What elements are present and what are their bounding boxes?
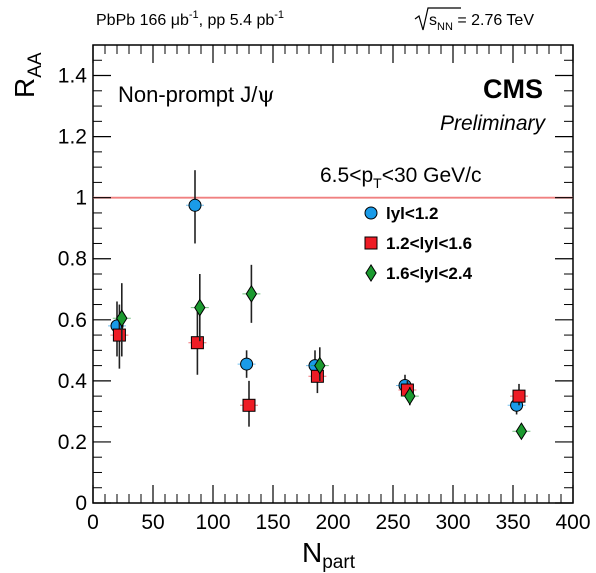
marker-diamond <box>116 309 128 328</box>
x-tick-label: 200 <box>315 511 350 534</box>
experiment-label: CMS <box>483 74 543 104</box>
data-point <box>190 274 209 342</box>
marker-diamond <box>515 422 528 441</box>
data-point <box>400 386 419 406</box>
tick-labels: 0 50 100 150 200 250 300 350 400 0 0.2 0.4 0.6 0.8 1 1.… <box>58 65 591 534</box>
marker-square <box>242 398 256 412</box>
data-point <box>510 383 528 406</box>
legend-entry: 1.2<lyl<1.6 <box>364 234 472 253</box>
y-tick-label: 1.2 <box>58 126 87 149</box>
annotation-title: Non-prompt J/ψ <box>118 82 275 108</box>
legend: lyl<1.2 1.2<lyl<1.6 1.6<lyl<2.4 <box>364 204 473 283</box>
data-point <box>188 310 207 375</box>
data-point <box>310 347 329 381</box>
data-point <box>237 350 256 378</box>
y-axis-title: RAA <box>9 52 46 98</box>
x-tick-label: 400 <box>555 511 590 534</box>
legend-marker <box>365 263 377 283</box>
marker-square <box>112 328 126 342</box>
y-tick-label: 1 <box>75 187 87 210</box>
x-tick-label: 100 <box>195 511 230 534</box>
svg-text:sNN = 2.76 TeV: sNN = 2.76 TeV <box>429 12 534 33</box>
marker-diamond <box>314 356 326 375</box>
y-tick-label: 0 <box>75 492 87 515</box>
data-point <box>112 283 131 357</box>
legend-entry: 1.6<lyl<2.4 <box>365 263 473 283</box>
data-point <box>186 170 204 244</box>
marker-circle <box>240 357 254 371</box>
y-tick-label: 0.6 <box>58 309 87 332</box>
header-energy: sNN = 2.76 TeV <box>414 7 534 33</box>
data-point <box>512 422 531 441</box>
data-point <box>242 264 261 323</box>
x-tick-label: 300 <box>435 511 470 534</box>
legend-label: 1.2<lyl<1.6 <box>386 234 472 253</box>
axis-ticks <box>92 44 574 504</box>
legend-marker <box>364 206 378 220</box>
data-point <box>240 380 258 427</box>
legend-entry: lyl<1.2 <box>364 204 438 223</box>
legend-marker <box>364 236 378 250</box>
marker-square <box>190 336 204 350</box>
x-axis-title: Npart <box>302 537 356 573</box>
legend-label: 1.6<lyl<2.4 <box>386 264 473 283</box>
marker-diamond <box>245 284 258 303</box>
x-tick-label: 350 <box>495 511 530 534</box>
marker-circle <box>188 198 202 212</box>
y-tick-label: 0.4 <box>58 370 88 393</box>
status-label: Preliminary <box>440 112 547 135</box>
selection-label: 6.5<pT<30 GeV/c <box>320 164 482 191</box>
marker-square <box>310 369 324 383</box>
header-datasets: PbPb 166 μb-1, pp 5.4 pb-1 <box>96 9 284 29</box>
x-tick-label: 250 <box>375 511 410 534</box>
marker-diamond <box>194 298 206 317</box>
y-tick-label: 0.8 <box>58 248 87 271</box>
marker-square <box>512 389 526 403</box>
x-tick-label: 150 <box>255 511 290 534</box>
x-tick-label: 50 <box>141 511 164 534</box>
y-tick-label: 0.2 <box>58 431 87 454</box>
x-tick-label: 0 <box>87 511 99 534</box>
y-tick-label: 1.4 <box>58 65 88 88</box>
data-points <box>108 170 531 441</box>
sqrt-sign <box>414 7 461 31</box>
legend-label: lyl<1.2 <box>386 204 438 223</box>
marker-diamond <box>404 387 416 406</box>
